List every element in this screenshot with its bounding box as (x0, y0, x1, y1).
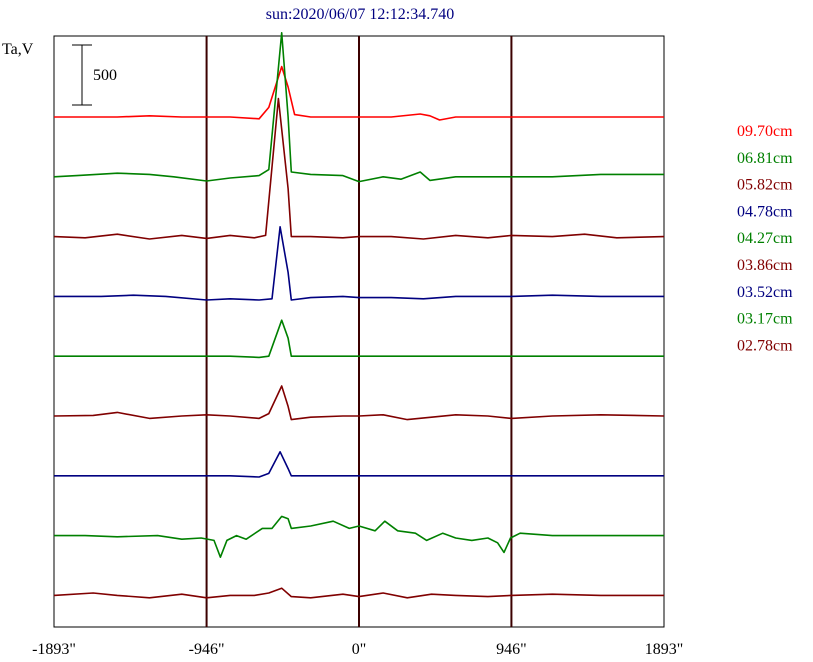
legend-item-03.52cm: 03.52cm (737, 284, 793, 301)
series-line-03.86cm (53, 385, 665, 421)
series-line-06.81cm (53, 31, 664, 183)
legend-item-04.78cm: 04.78cm (737, 203, 793, 220)
scale-bar-label: 500 (93, 67, 117, 84)
legend-item-09.70cm: 09.70cm (737, 123, 793, 140)
series-line-03.17cm (54, 515, 664, 558)
legend-item-02.78cm: 02.78cm (737, 337, 793, 354)
legend-item-05.82cm: 05.82cm (737, 177, 793, 194)
vertical-reference-lines (205, 36, 513, 627)
legend-item-04.27cm: 04.27cm (737, 230, 793, 247)
x-tick-label-3: 946" (496, 641, 527, 658)
chart-title: sun:2020/06/07 12:12:34.740 (266, 6, 454, 23)
x-tick-label-1: -946" (189, 641, 225, 658)
series-line-04.27cm (54, 319, 664, 359)
legend-item-06.81cm: 06.81cm (737, 150, 793, 167)
x-tick-label-0: -1893" (32, 641, 76, 658)
series-group (53, 31, 665, 599)
series-line-05.82cm (53, 97, 665, 240)
series-line-04.78cm (54, 226, 664, 301)
legend: 09.70cm 06.81cm 05.82cm 04.78cm 04.27cm 03.86… (737, 123, 793, 354)
x-tick-labels: -1893" -946" 0" 946" 1893" (32, 641, 683, 658)
series-line-02.78cm (53, 587, 664, 599)
series-line-09.70cm (54, 65, 664, 121)
x-tick-label-2: 0" (352, 641, 367, 658)
legend-item-03.17cm: 03.17cm (737, 311, 793, 328)
y-axis-label: Ta,V (2, 41, 34, 58)
x-tick-label-4: 1893" (645, 641, 684, 658)
scale-bar: 500 (72, 44, 117, 106)
legend-item-03.86cm: 03.86cm (737, 257, 793, 274)
series-line-03.52cm (54, 451, 664, 478)
